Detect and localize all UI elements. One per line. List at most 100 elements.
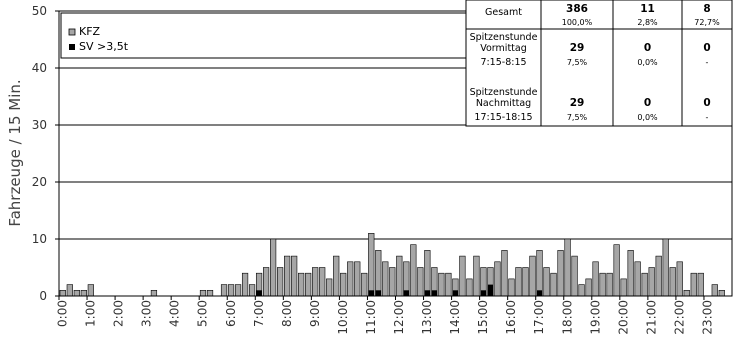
x-tick-label: 16:00 [504,300,518,335]
table-percent: - [706,113,709,122]
bar-kfz-3:15 [150,289,158,297]
x-tick-label: 9:00 [308,300,322,327]
bar-kfz-6:15 [234,284,242,297]
bar-kfz-10:00 [340,272,347,297]
bar-sv-17:00 [536,290,543,296]
bar-kfz-19:15 [599,272,606,297]
bar-kfz-9:15 [319,267,326,297]
x-tick-label: 23:00 [700,300,714,335]
bar-kfz-22:45 [697,272,704,297]
bar-kfz-11:00 [368,233,375,297]
bar-kfz-0:45 [80,289,87,297]
table-row-label: Spitzenstunde [470,87,538,98]
bar-kfz-19:30 [606,272,613,297]
table-percent: 2,8% [637,18,658,27]
bar-kfz-10:30 [354,261,361,297]
bar-kfz-5:45 [220,284,228,297]
bar-kfz-13:00 [424,250,431,297]
bar-kfz-20:00 [620,278,627,297]
bar-kfz-17:00 [536,250,543,297]
bar-kfz-20:30 [634,261,641,297]
bar-kfz-8:00 [284,255,291,297]
axes: 0 10 20 30 40 50 0:00 1:00 2:00 3:00 4:00 5:00 6:00 7… [32,4,715,335]
bar-kfz-21:30 [662,238,669,297]
table-row-label: Spitzenstunde [470,32,538,43]
bar-kfz-19:45 [613,244,620,297]
bar-kfz-0:00 [59,289,66,297]
y-tick-label: 50 [32,4,47,18]
y-axis-label: Fahrzeuge / 15 Min. [6,79,24,226]
x-tick-label: 21:00 [644,300,658,335]
table-percent: - [706,58,709,67]
bar-kfz-7:30 [270,238,277,297]
bar-kfz-15:30 [494,261,501,297]
bar-kfz-16:15 [515,267,522,297]
legend: KFZ SV >3,5t [60,12,467,59]
x-tick-label: 13:00 [420,300,434,335]
x-tick-label: 8:00 [280,300,294,327]
y-tick-label: 0 [39,289,47,303]
bar-sv-7:00 [256,290,262,296]
bar-sv-11:00 [368,290,375,296]
table-value: 0 [644,97,651,109]
bar-kfz-18:45 [585,278,592,297]
table-percent: 0,0% [637,58,658,67]
bar-kfz-23:15 [711,284,718,297]
table-row-label: 17:15-18:15 [474,112,532,123]
summary-table: Gesamt 386 100,0% 11 2,8% 8 72,7% Spitzenstunde… [465,0,733,127]
bar-kfz-5:00 [199,289,207,297]
bar-kfz-17:30 [550,272,557,297]
x-tick-label: 18:00 [560,300,574,335]
bar-sv-14:00 [452,290,459,296]
bar-kfz-9:30 [326,278,333,297]
table-percent: 7,5% [567,113,588,122]
bar-kfz-13:45 [445,272,452,297]
table-value: 29 [570,97,585,109]
x-tick-label: 17:00 [532,300,546,335]
bar-kfz-10:45 [361,272,368,297]
bar-kfz-0:30 [73,289,80,297]
x-tick-label: 14:00 [448,300,462,335]
bar-kfz-7:15 [263,267,270,297]
x-tick-label: 1:00 [84,300,98,327]
x-tick-label: 12:00 [392,300,406,335]
bar-kfz-21:15 [655,255,662,297]
table-background [465,0,733,127]
bar-kfz-21:00 [648,267,655,297]
x-tick-label: 10:00 [336,300,350,335]
bar-kfz-6:45 [248,284,256,297]
table-percent: 0,0% [637,113,658,122]
bar-kfz-11:15 [375,250,382,297]
bar-kfz-13:30 [438,272,445,297]
table-value: 0 [703,97,710,109]
y-tick-label: 40 [32,61,47,75]
plot-frame [58,10,733,297]
bar-kfz-23:30 [718,289,725,297]
bar-kfz-7:45 [277,267,284,297]
bar-kfz-17:45 [557,250,564,297]
table-percent: 7,5% [567,58,588,67]
bar-sv-13:15 [431,290,438,296]
bar-kfz-16:30 [522,267,529,297]
table-value: 8 [703,3,710,15]
x-tick-label: 3:00 [140,300,154,327]
bar-kfz-19:00 [592,261,599,297]
bar-sv-12:15 [403,290,410,296]
bar-kfz-14:30 [466,278,473,297]
table-value: 29 [570,42,585,54]
bar-kfz-9:45 [333,255,340,297]
bar-kfz-14:45 [473,255,480,297]
bar-kfz-6:00 [227,284,235,297]
legend-box [60,12,467,59]
bar-kfz-8:15 [291,255,298,297]
bars [59,233,725,297]
bar-kfz-18:15 [571,255,578,297]
y-tick-label: 30 [32,118,47,132]
table-value: 0 [644,42,651,54]
bar-kfz-12:45 [417,267,424,297]
bar-kfz-10:15 [347,261,354,297]
bar-kfz-16:00 [508,278,515,297]
bar-kfz-22:15 [683,289,690,297]
x-tick-label: 7:00 [252,300,266,327]
table-percent: 72,7% [694,18,720,27]
